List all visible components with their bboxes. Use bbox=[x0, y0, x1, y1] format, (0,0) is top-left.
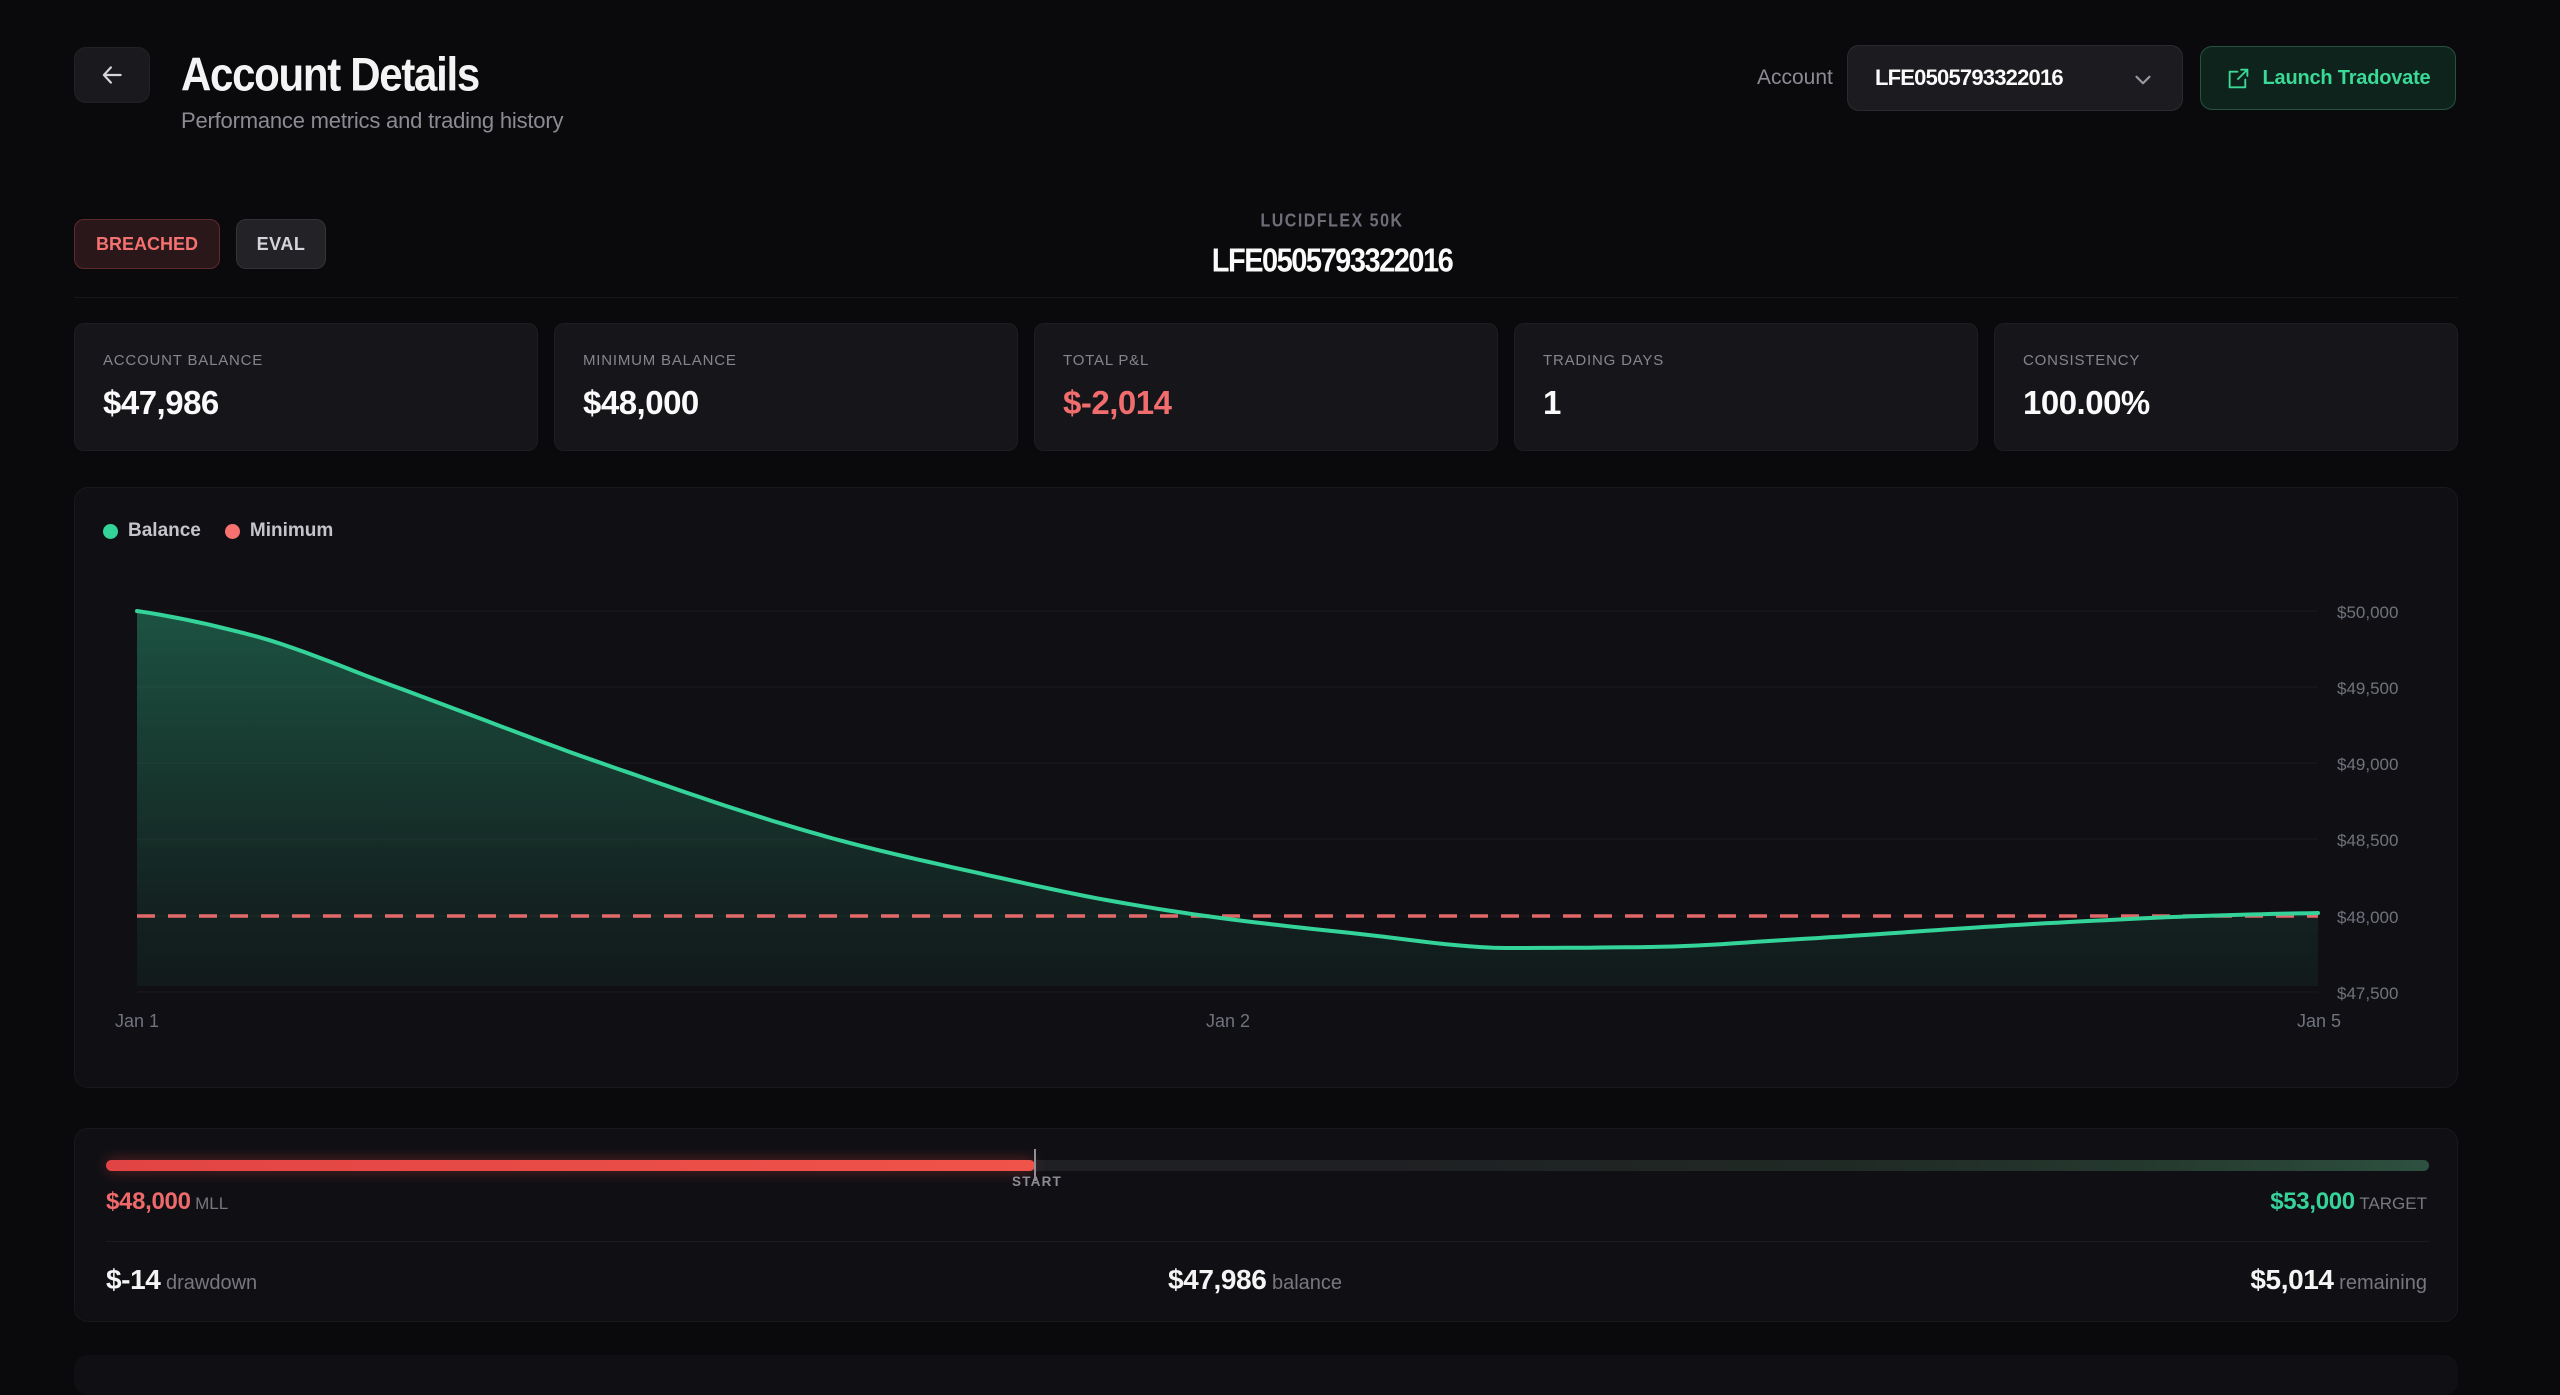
svg-text:Jan 2: Jan 2 bbox=[1206, 1011, 1250, 1031]
svg-text:$48,500: $48,500 bbox=[2337, 831, 2398, 850]
svg-text:$47,500: $47,500 bbox=[2337, 984, 2398, 1003]
svg-text:$49,000: $49,000 bbox=[2337, 755, 2398, 774]
svg-text:$49,500: $49,500 bbox=[2337, 679, 2398, 698]
svg-text:$50,000: $50,000 bbox=[2337, 603, 2398, 622]
svg-text:$48,000: $48,000 bbox=[2337, 908, 2398, 927]
svg-text:Jan 1: Jan 1 bbox=[115, 1011, 159, 1031]
svg-text:Jan 5: Jan 5 bbox=[2297, 1011, 2341, 1031]
